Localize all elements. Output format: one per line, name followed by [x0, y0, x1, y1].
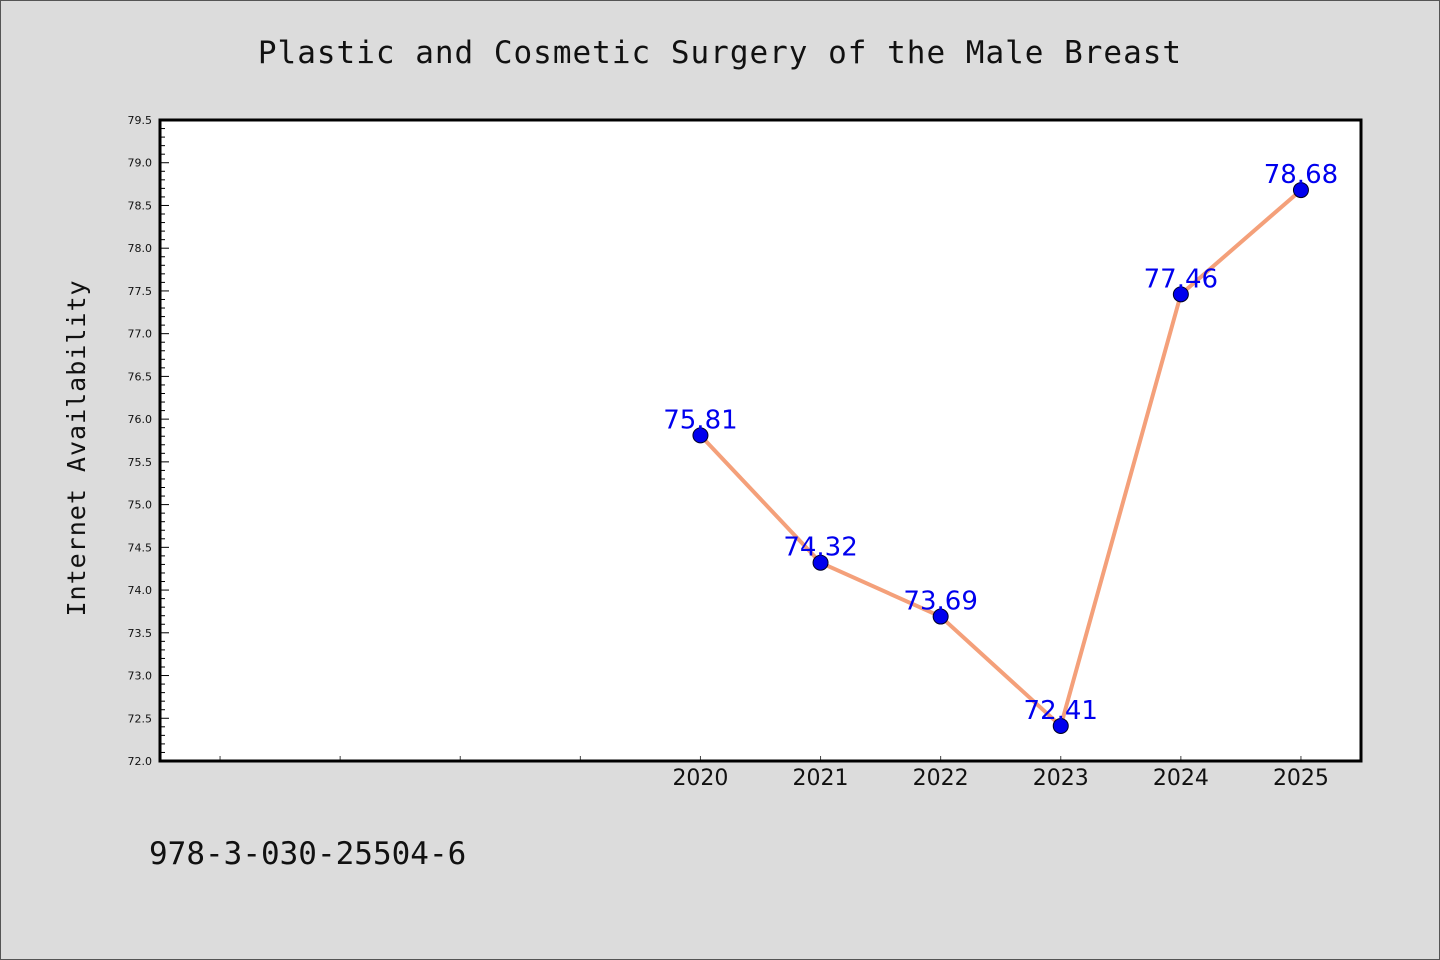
x-axis-ticks: 2020 2021 2022 2023 2024 2025	[219, 756, 1329, 791]
data-label: 75.81	[663, 405, 737, 435]
series-line	[698, 188, 1303, 728]
plot-area	[160, 120, 1361, 761]
data-label: 78.68	[1264, 160, 1338, 190]
data-label: 73.69	[903, 587, 977, 617]
plot-border	[158, 118, 1363, 763]
x-tick-label: 2023	[1033, 766, 1089, 791]
y-tick-label: 74.0	[128, 584, 153, 597]
data-point	[1292, 182, 1309, 199]
data-point	[1052, 717, 1069, 734]
data-labels: 75.81 74.32 73.69 72.41 77.46 78.68	[663, 160, 1338, 726]
x-tick-label: 2024	[1153, 766, 1209, 791]
y-tick-label: 72.5	[128, 712, 153, 725]
y-axis-label: Internet Availability	[62, 279, 91, 616]
y-tick-label: 73.0	[128, 670, 153, 683]
x-tick-label: 2020	[672, 766, 728, 791]
data-label: 72.41	[1024, 696, 1098, 726]
series-points	[692, 182, 1309, 734]
y-tick-label: 78.0	[128, 242, 153, 255]
data-point	[812, 554, 829, 571]
data-label: 74.32	[783, 533, 857, 563]
y-tick-label: 74.5	[128, 541, 153, 554]
y-tick-label: 77.5	[128, 285, 153, 298]
y-tick-label: 79.0	[128, 157, 153, 170]
y-tick-label: 79.5	[128, 114, 153, 127]
y-tick-label: 76.5	[128, 370, 153, 383]
data-point	[1172, 286, 1189, 303]
x-tick-label: 2025	[1273, 766, 1329, 791]
data-point	[692, 427, 709, 444]
data-point	[932, 608, 949, 625]
y-tick-label: 75.5	[128, 456, 153, 469]
y-tick-label: 72.0	[128, 755, 153, 768]
y-tick-label: 73.5	[128, 627, 153, 640]
y-tick-label: 76.0	[128, 413, 153, 426]
series-lines	[698, 188, 1303, 728]
isbn-label: 978-3-030-25504-6	[149, 836, 466, 872]
data-label: 77.46	[1144, 264, 1218, 294]
x-tick-label: 2022	[913, 766, 969, 791]
y-axis-ticks: 72.0 72.5 73.0 73.5 74.0 74.5 75.0 75.5 76.0 76.5…	[128, 114, 169, 768]
y-tick-label: 77.0	[128, 328, 153, 341]
y-tick-label: 78.5	[128, 199, 153, 212]
y-tick-label: 75.0	[128, 499, 153, 512]
x-tick-label: 2021	[793, 766, 849, 791]
chart-title: Plastic and Cosmetic Surgery of the Male…	[258, 35, 1182, 71]
